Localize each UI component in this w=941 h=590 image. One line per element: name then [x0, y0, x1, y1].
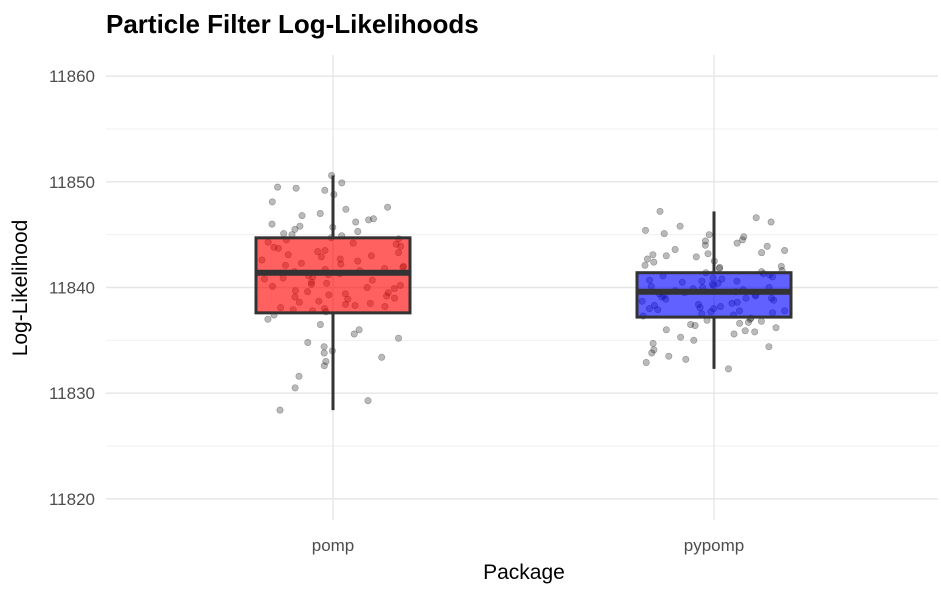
data-point [757, 317, 765, 325]
data-point [649, 339, 657, 347]
data-point [660, 230, 668, 238]
data-point [642, 358, 650, 366]
data-point [316, 210, 324, 218]
data-point [320, 349, 328, 357]
data-point [291, 225, 299, 233]
data-point [276, 406, 284, 414]
data-point [738, 236, 746, 244]
data-point [724, 365, 732, 373]
data-point [641, 226, 649, 234]
data-point [777, 262, 785, 270]
data-point [650, 346, 658, 354]
data-point [394, 334, 402, 342]
data-point [649, 251, 657, 259]
data-point [772, 324, 780, 332]
box-pypomp [635, 271, 793, 319]
data-point [268, 220, 276, 228]
data-point [705, 231, 713, 239]
data-point [641, 261, 649, 269]
data-point [369, 215, 377, 223]
data-point [740, 233, 748, 241]
data-point [656, 207, 664, 215]
data-point [274, 183, 282, 191]
data-point [643, 255, 651, 263]
data-point [701, 237, 709, 245]
data-point [338, 179, 346, 187]
data-point [320, 362, 328, 370]
data-point [751, 328, 759, 336]
data-point [690, 336, 698, 344]
data-point [280, 230, 288, 238]
data-point [736, 319, 744, 327]
data-point [767, 218, 775, 226]
y-axis-title: Log-Likelihood [9, 220, 32, 357]
data-point [765, 343, 773, 351]
data-point [662, 252, 670, 260]
data-point [682, 355, 690, 363]
data-point [264, 315, 272, 323]
y-tick-label: 11860 [49, 67, 95, 86]
data-point [648, 349, 656, 357]
data-point [650, 258, 658, 266]
y-tick-label: 11840 [49, 279, 95, 298]
data-point [676, 222, 684, 230]
y-tick-label: 11850 [49, 173, 95, 192]
data-point [292, 184, 300, 192]
data-point [384, 203, 392, 211]
data-point [671, 246, 679, 254]
data-point [741, 327, 749, 335]
data-point [321, 186, 329, 194]
data-point [291, 384, 299, 392]
data-point [378, 353, 386, 361]
data-point [342, 205, 350, 213]
x-tick-labels: pomp pypomp [312, 536, 745, 555]
data-point [295, 372, 303, 380]
data-point [701, 241, 709, 249]
data-point [316, 320, 324, 328]
data-point [354, 228, 362, 236]
data-point [692, 253, 700, 261]
data-point [704, 250, 712, 258]
x-tick-label: pomp [312, 536, 355, 555]
data-point [365, 216, 373, 224]
grid-layer [106, 55, 938, 520]
data-point [691, 321, 699, 329]
data-point [662, 326, 670, 334]
y-tick-label: 11830 [49, 384, 95, 403]
boxplot-layer [254, 175, 793, 411]
data-point [677, 333, 685, 341]
data-point [320, 343, 328, 351]
data-point [752, 214, 760, 222]
data-point [763, 242, 771, 250]
data-point [355, 326, 363, 334]
data-point [298, 212, 306, 220]
data-point [352, 218, 360, 226]
x-tick-label: pypomp [684, 536, 744, 555]
data-point [296, 222, 304, 230]
data-point [744, 318, 752, 326]
data-point [733, 239, 741, 247]
y-tick-labels: 11820 11830 11840 11850 11860 [49, 67, 95, 509]
data-point [322, 357, 330, 365]
data-point [758, 249, 766, 257]
data-point [268, 198, 276, 206]
data-point [665, 352, 673, 360]
y-tick-label: 11820 [49, 490, 95, 509]
data-point [716, 263, 724, 271]
data-point [364, 397, 372, 405]
data-point [687, 320, 695, 328]
x-axis-title: Package [483, 561, 565, 584]
chart-title: Particle Filter Log-Likelihoods [106, 9, 479, 39]
data-point [350, 330, 358, 338]
data-point [730, 330, 738, 338]
data-point [781, 247, 789, 255]
data-point [304, 338, 312, 346]
